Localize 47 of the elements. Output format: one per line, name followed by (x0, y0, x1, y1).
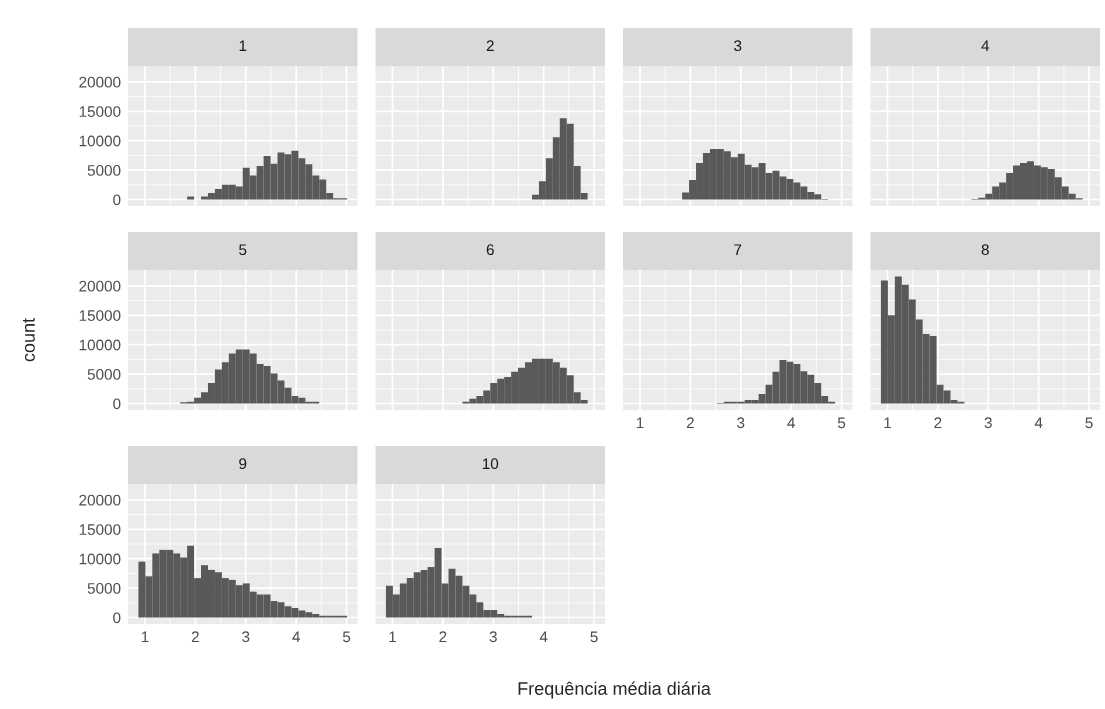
x-tick-label: 3 (737, 417, 745, 429)
chart-title: 6 (486, 244, 494, 256)
chart-title: 8 (981, 244, 989, 256)
x-tick-label: 1 (884, 417, 891, 429)
x-tick-label: 4 (539, 631, 548, 643)
y-tick-label: 15000 (79, 524, 121, 535)
chart-title: 3 (734, 40, 742, 52)
y-tick-label: 20000 (79, 280, 121, 292)
x-tick-label: 5 (837, 417, 846, 429)
y-tick-label: 20000 (79, 76, 121, 88)
x-tick-label: 4 (787, 417, 795, 429)
chart-title: 10 (482, 458, 499, 470)
y-tick-label: 0 (113, 194, 121, 206)
x-axis-title: Frequência média diária (518, 681, 711, 699)
y-tick-label: 10000 (79, 339, 121, 351)
x-tick-label: 4 (292, 631, 300, 643)
x-tick-label: 2 (439, 631, 447, 643)
x-tick-label: 3 (489, 631, 497, 643)
chart-title: 1 (239, 40, 247, 51)
y-tick-label: 0 (113, 398, 121, 410)
y-tick-label: 15000 (79, 310, 121, 321)
chart-title: 5 (239, 244, 247, 256)
x-tick-label: 2 (686, 417, 694, 429)
y-tick-label: 10000 (79, 135, 121, 147)
x-tick-label: 3 (984, 417, 992, 429)
x-tick-label: 3 (242, 631, 250, 643)
y-tick-label: 0 (113, 612, 121, 624)
x-tick-label: 5 (1085, 417, 1093, 429)
y-tick-label: 5000 (87, 164, 121, 176)
x-tick-label: 5 (342, 631, 351, 643)
x-tick-label: 1 (141, 631, 149, 643)
chart-title: 7 (734, 244, 742, 255)
x-tick-label: 2 (934, 417, 942, 429)
y-tick-label: 15000 (79, 106, 121, 117)
y-tick-label: 5000 (87, 582, 121, 594)
y-tick-label: 20000 (79, 494, 121, 506)
x-tick-label: 2 (191, 631, 199, 643)
y-tick-label: 5000 (87, 368, 121, 380)
x-tick-label: 1 (636, 417, 644, 429)
chart-title: 9 (239, 458, 247, 470)
chart-title: 4 (981, 40, 990, 51)
y-axis-title: count (23, 318, 35, 362)
x-tick-label: 5 (590, 631, 598, 643)
y-tick-label: 10000 (79, 553, 121, 565)
chart-title: 2 (486, 40, 494, 51)
x-tick-label: 1 (389, 631, 396, 643)
x-tick-label: 4 (1034, 417, 1043, 429)
